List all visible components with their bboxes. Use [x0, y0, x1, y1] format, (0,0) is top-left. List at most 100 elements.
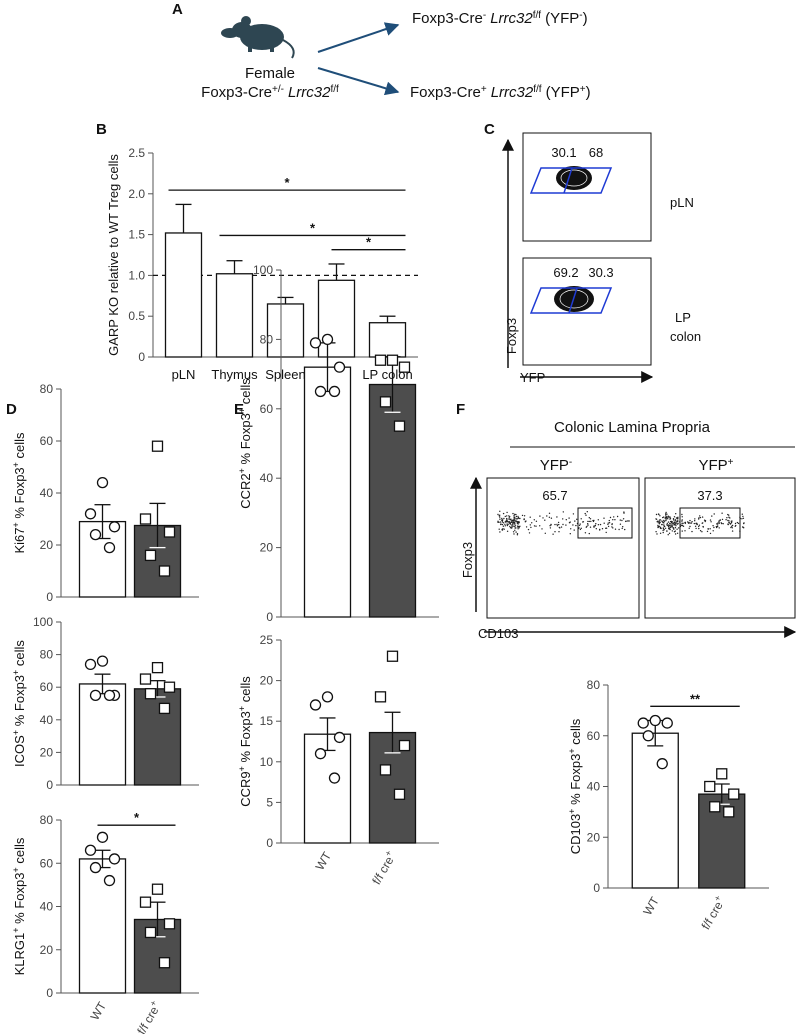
x-tick-label: Spleen — [265, 367, 305, 382]
event-dot — [513, 533, 515, 535]
x-tick-label: f/f cre+ — [133, 999, 164, 1034]
event-dot — [513, 514, 515, 517]
point — [151, 883, 164, 895]
event-dot — [710, 521, 712, 523]
event-dot — [623, 511, 625, 513]
event-dot — [548, 516, 551, 518]
y-tick-label: 2.5 — [128, 146, 145, 160]
event-dot — [603, 522, 605, 524]
event-dot — [556, 516, 558, 518]
event-dot — [665, 513, 667, 515]
event-dot — [607, 525, 610, 528]
event-dot — [503, 517, 505, 520]
error-bar — [226, 260, 243, 274]
point — [144, 549, 157, 562]
event-dot — [666, 530, 668, 532]
event-dot — [699, 515, 701, 517]
event-dot — [657, 520, 659, 522]
event-dot — [731, 525, 733, 527]
event-dot — [693, 522, 695, 525]
event-dot — [742, 515, 744, 518]
event-dot — [587, 523, 589, 525]
point — [103, 541, 116, 554]
event-dot — [727, 519, 729, 522]
y-axis-label: CD103+ % Foxp3+ cells — [567, 718, 583, 854]
y-tick-label: 80 — [40, 382, 54, 396]
event-dot — [511, 525, 513, 527]
event-dot — [663, 520, 666, 522]
event-dot — [662, 529, 664, 532]
y-tick-label: 60 — [587, 729, 601, 743]
point — [84, 844, 97, 856]
gate-value: 69.2 — [553, 265, 578, 280]
event-dot — [671, 523, 673, 525]
event-dot — [659, 527, 662, 529]
event-dot — [734, 522, 737, 525]
point — [144, 926, 157, 939]
event-dot — [565, 524, 567, 526]
event-dot — [680, 524, 683, 526]
axis-label: Foxp3 — [460, 542, 475, 578]
error-bar — [328, 263, 345, 281]
text-part: + — [712, 894, 723, 904]
event-dot — [501, 521, 504, 523]
event-dot — [696, 522, 698, 524]
text-part: KLRG1 — [12, 933, 27, 976]
event-dot — [535, 525, 537, 527]
event-dot — [628, 520, 630, 522]
text-part: CCR2 — [238, 473, 253, 508]
event-dot — [560, 526, 563, 528]
event-dot — [717, 522, 719, 524]
y-tick-label: 80 — [40, 813, 54, 827]
event-dot — [515, 519, 517, 521]
bar — [78, 683, 127, 786]
text-part: cells — [12, 837, 27, 867]
point — [398, 361, 411, 373]
event-dot — [698, 517, 700, 519]
event-dot — [698, 527, 700, 530]
error-bar — [379, 315, 396, 323]
event-dot — [742, 526, 744, 528]
event-dot — [719, 519, 721, 521]
y-axis-label: CCR2+ % Foxp3+ cells — [237, 378, 253, 509]
flow-plot — [644, 477, 796, 619]
event-dot — [627, 520, 629, 522]
point — [158, 957, 171, 969]
event-dot — [499, 518, 501, 520]
point — [151, 440, 164, 452]
event-dot — [550, 523, 552, 526]
event-dot — [497, 513, 499, 516]
event-dot — [727, 513, 729, 516]
event-dot — [611, 526, 613, 528]
event-dot — [722, 523, 724, 525]
event-dot — [674, 533, 677, 535]
event-dot — [675, 513, 677, 515]
event-dot — [694, 518, 696, 520]
event-dot — [516, 518, 518, 520]
y-tick-label: 0 — [46, 590, 53, 604]
event-dot — [510, 521, 512, 523]
panel-label: D — [6, 401, 17, 418]
event-dot — [659, 532, 662, 534]
event-dot — [544, 519, 546, 521]
y-tick-label: 100 — [33, 615, 53, 629]
event-dot — [608, 522, 611, 524]
event-dot — [662, 531, 664, 534]
text-part: % Foxp3 — [12, 675, 27, 730]
event-dot — [506, 524, 509, 527]
bar — [698, 793, 746, 889]
bar — [303, 733, 352, 844]
event-dot — [704, 520, 707, 522]
event-dot — [725, 519, 727, 521]
event-dot — [625, 520, 627, 522]
text-part: f/f cre — [699, 899, 726, 932]
event-dot — [594, 524, 597, 527]
y-tick-label: 2.0 — [128, 187, 145, 201]
text-part: % Foxp3 — [568, 754, 583, 809]
event-dot — [669, 522, 671, 525]
x-tick-label: WT — [88, 999, 110, 1023]
y-tick-label: 0 — [593, 881, 600, 895]
point — [103, 689, 116, 701]
text-part: cells — [568, 718, 583, 748]
event-dot — [514, 517, 516, 520]
